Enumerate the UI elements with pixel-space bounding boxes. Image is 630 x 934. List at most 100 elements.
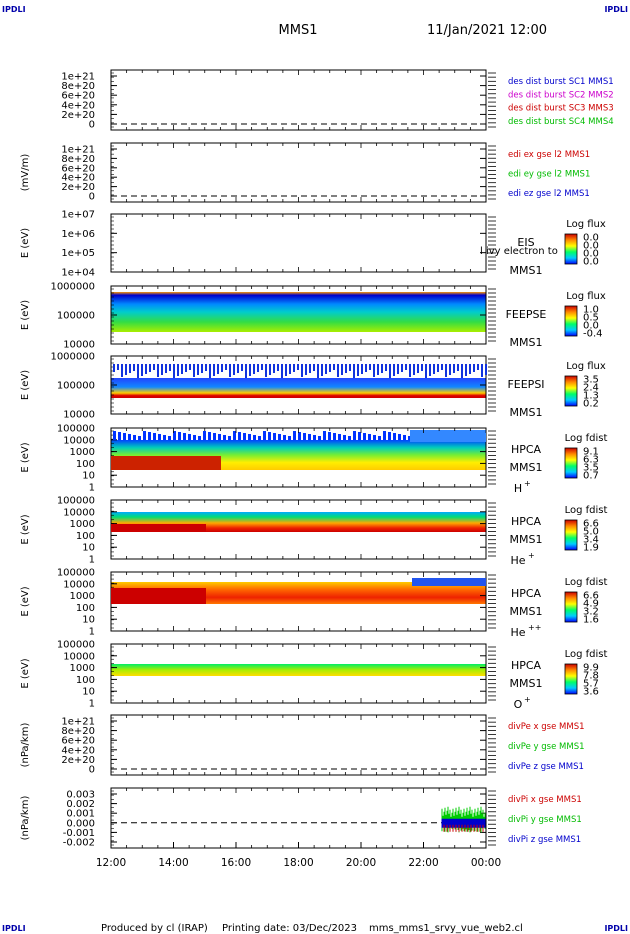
feepsi-noise [369, 364, 371, 370]
feepsi-noise [341, 364, 343, 375]
hpca-h-core-early [111, 456, 221, 470]
xtick-label: 12:00 [96, 857, 126, 869]
feepsi-noise [413, 364, 415, 375]
ytick-label-hpca_he: 100 [76, 531, 95, 542]
feepsi-noise [289, 364, 291, 374]
feepsi-noise [205, 364, 207, 371]
hpca-h-fringe [353, 431, 356, 440]
feepsi-noise [261, 364, 263, 370]
instrument-label-hpca_hepp: HPCA [511, 587, 542, 600]
feepsi-noise [477, 364, 479, 370]
ylabel-eis: E (eV) [20, 228, 31, 258]
ytick-label-feepse: 1000000 [50, 282, 95, 293]
ytick-label-divpi: 0.003 [66, 790, 95, 801]
feepsi-noise [213, 364, 215, 376]
ytick-label-hpca_hepp: 10 [82, 615, 95, 626]
feepsi-noise [229, 364, 231, 377]
ytick-label-hpca_o: 1000 [70, 663, 95, 674]
hpca-h-fringe [403, 435, 406, 440]
ytick-label-des: 4e+20 [61, 100, 95, 111]
colorbar-feepsi [564, 375, 578, 407]
colorbar-tick-eis: 0.0 [583, 257, 599, 268]
hpca-h-fringe [363, 433, 366, 440]
colorbar-eis [564, 233, 578, 265]
feepsi-noise [389, 364, 391, 378]
feepsi-noise [293, 364, 295, 372]
feepsi-noise [405, 364, 407, 370]
xtick-label: 22:00 [408, 857, 438, 869]
hpca-h-fringe [208, 432, 211, 440]
hpca-h-fringe [218, 434, 221, 440]
feepsi-noise [397, 364, 399, 374]
colorbar-tick-feepse: -0.4 [583, 329, 603, 340]
feepsi-noise [181, 364, 183, 374]
ytick-label-divpi: -0.001 [63, 828, 95, 839]
spacecraft-label-hpca_he: MMS1 [510, 533, 543, 546]
corner-mark-tr: IPDLI [604, 5, 628, 14]
feepsi-noise [129, 364, 131, 373]
ylabel-hpca_o: E (eV) [20, 658, 31, 688]
hpca-h-fringe [118, 432, 121, 440]
hpca-h-fringe [138, 436, 141, 440]
species-charge-hpca_he: + [528, 551, 535, 560]
panel-frame-divpi [110, 787, 487, 849]
spacecraft-title: MMS1 [279, 23, 318, 38]
ytick-label-divpe: 0 [89, 765, 95, 776]
legend-entry-divpi: divPi x gse MMS1 [508, 795, 582, 805]
feepsi-noise [153, 364, 155, 370]
hpca-h-fringe [148, 432, 151, 440]
feepsi-noise [429, 364, 431, 376]
feepsi-noise [461, 364, 463, 378]
feepsi-noise [121, 364, 123, 377]
feepsi-noise [393, 364, 395, 376]
feepsi-noise [373, 364, 375, 377]
ytick-label-eis: 1e+04 [61, 268, 95, 279]
colorbar-tick-feepsi: 1.3 [583, 391, 599, 402]
feepsi-noise [381, 364, 383, 373]
legend-entry-divpi: divPi y gse MMS1 [508, 815, 582, 825]
hpca-h-fringe [298, 432, 301, 440]
instrument-label-hpca_h: HPCA [511, 443, 542, 456]
colorbar-tick-hpca_hepp: 3.2 [583, 607, 599, 618]
ytick-label-feepse: 10000 [63, 340, 95, 351]
feepsi-noise [425, 364, 427, 378]
hpca-h-fringe [183, 433, 186, 440]
feepsi-noise [185, 364, 187, 372]
ytick-label-hpca_hepp: 1000 [70, 591, 95, 602]
feepsi-noise [285, 364, 287, 376]
feepsi-noise [177, 364, 179, 376]
hpca-h-fringe [153, 433, 156, 440]
hpca-h-fringe [328, 432, 331, 440]
species-label-hpca_h: H [514, 482, 522, 495]
hpca-h-fringe [318, 436, 321, 440]
feepsi-noise [241, 364, 243, 371]
hpca-o-band [111, 664, 486, 676]
hpca-h-fringe [393, 433, 396, 440]
ytick-label-divpi: 0.002 [66, 799, 95, 810]
feepsi-noise [133, 364, 135, 371]
feepsi-noise [385, 364, 387, 371]
ytick-label-hpca_o: 10 [82, 687, 95, 698]
legend-entry-des: des dist burst SC3 MMS3 [508, 104, 614, 114]
feepse-band [111, 292, 486, 332]
feepsi-noise [421, 364, 423, 371]
ytick-label-des: 0 [89, 120, 95, 131]
ytick-label-hpca_he: 1000 [70, 519, 95, 530]
feepsi-noise [249, 364, 251, 376]
footer-script-name: mms_mms1_srvy_vue_web2.cl [369, 923, 523, 934]
feepsi-noise [449, 364, 451, 375]
feepsi-noise [337, 364, 339, 377]
ylabel-divpe: (nPa/km) [20, 723, 31, 768]
hpca-h-fringe [173, 431, 176, 440]
feepsi-noise [237, 364, 239, 373]
ytick-label-hpca_o: 10000 [63, 651, 95, 662]
feepsi-noise [141, 364, 143, 376]
species-label-hpca_he: He [510, 554, 525, 567]
colorbar-tick-hpca_o: 7.8 [583, 671, 599, 682]
colorbar-tick-eis: 0.0 [583, 241, 599, 252]
hpca-h-fringe [358, 432, 361, 440]
ytick-label-hpca_he: 10000 [63, 507, 95, 518]
feepsi-noise [201, 364, 203, 373]
ytick-label-des: 2e+20 [61, 110, 95, 121]
colorbar-tick-hpca_h: 6.3 [583, 455, 599, 466]
